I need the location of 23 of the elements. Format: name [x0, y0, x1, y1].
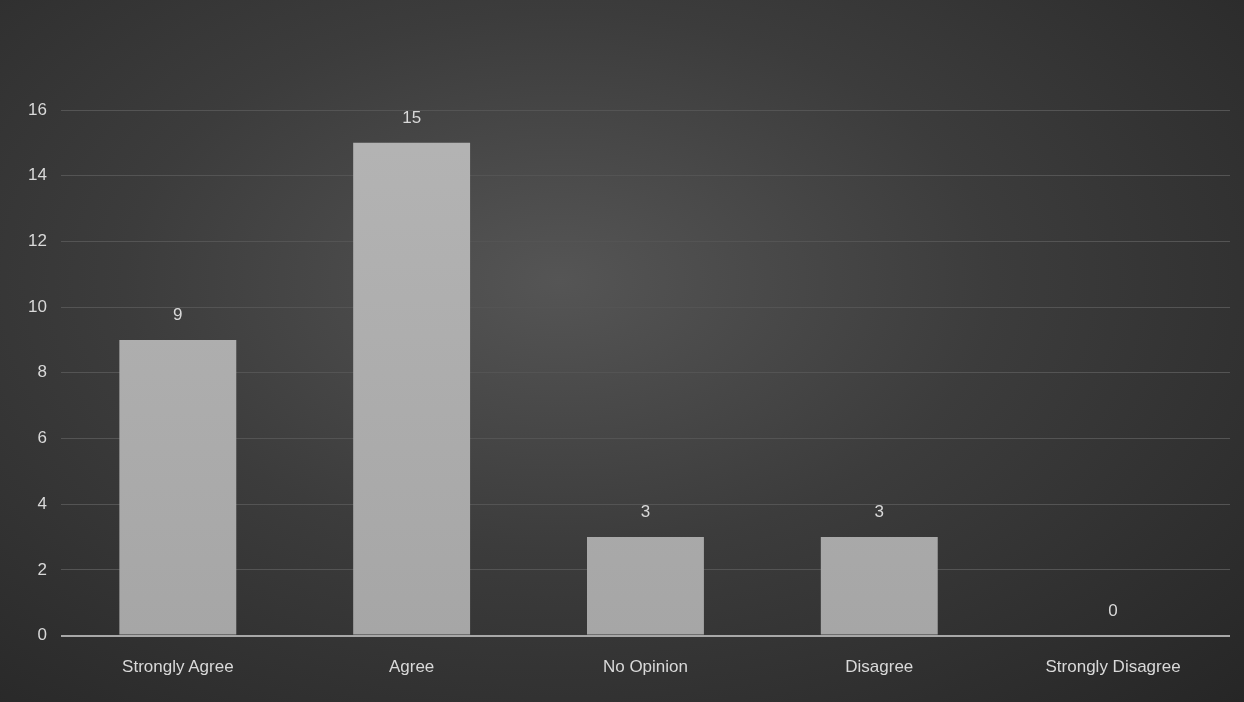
bar — [119, 339, 237, 635]
data-label: 9 — [173, 305, 183, 325]
data-label: 3 — [640, 502, 651, 522]
bar — [587, 537, 704, 635]
x-tick-label: Disagree — [845, 657, 914, 677]
y-tick-label: 4 — [37, 493, 47, 513]
data-label: 3 — [874, 502, 885, 522]
y-tick-label: 8 — [37, 362, 47, 382]
x-tick-label: Strongly Agree — [122, 657, 234, 677]
y-tick-label: 2 — [37, 559, 47, 579]
y-tick-label: 16 — [27, 99, 47, 119]
x-tick-label: Agree — [388, 657, 435, 677]
data-label: 0 — [1108, 600, 1118, 620]
x-tick-label: No Opinion — [602, 657, 688, 677]
bar — [353, 142, 471, 635]
data-label: 15 — [402, 108, 422, 128]
y-tick-label: 14 — [27, 165, 47, 185]
y-tick-label: 10 — [27, 296, 47, 316]
y-tick-label: 0 — [37, 625, 47, 645]
y-tick-label: 12 — [27, 231, 47, 251]
y-tick-label: 6 — [37, 428, 47, 448]
bar — [820, 537, 938, 635]
x-tick-label: Strongly Disagree — [1045, 657, 1181, 677]
